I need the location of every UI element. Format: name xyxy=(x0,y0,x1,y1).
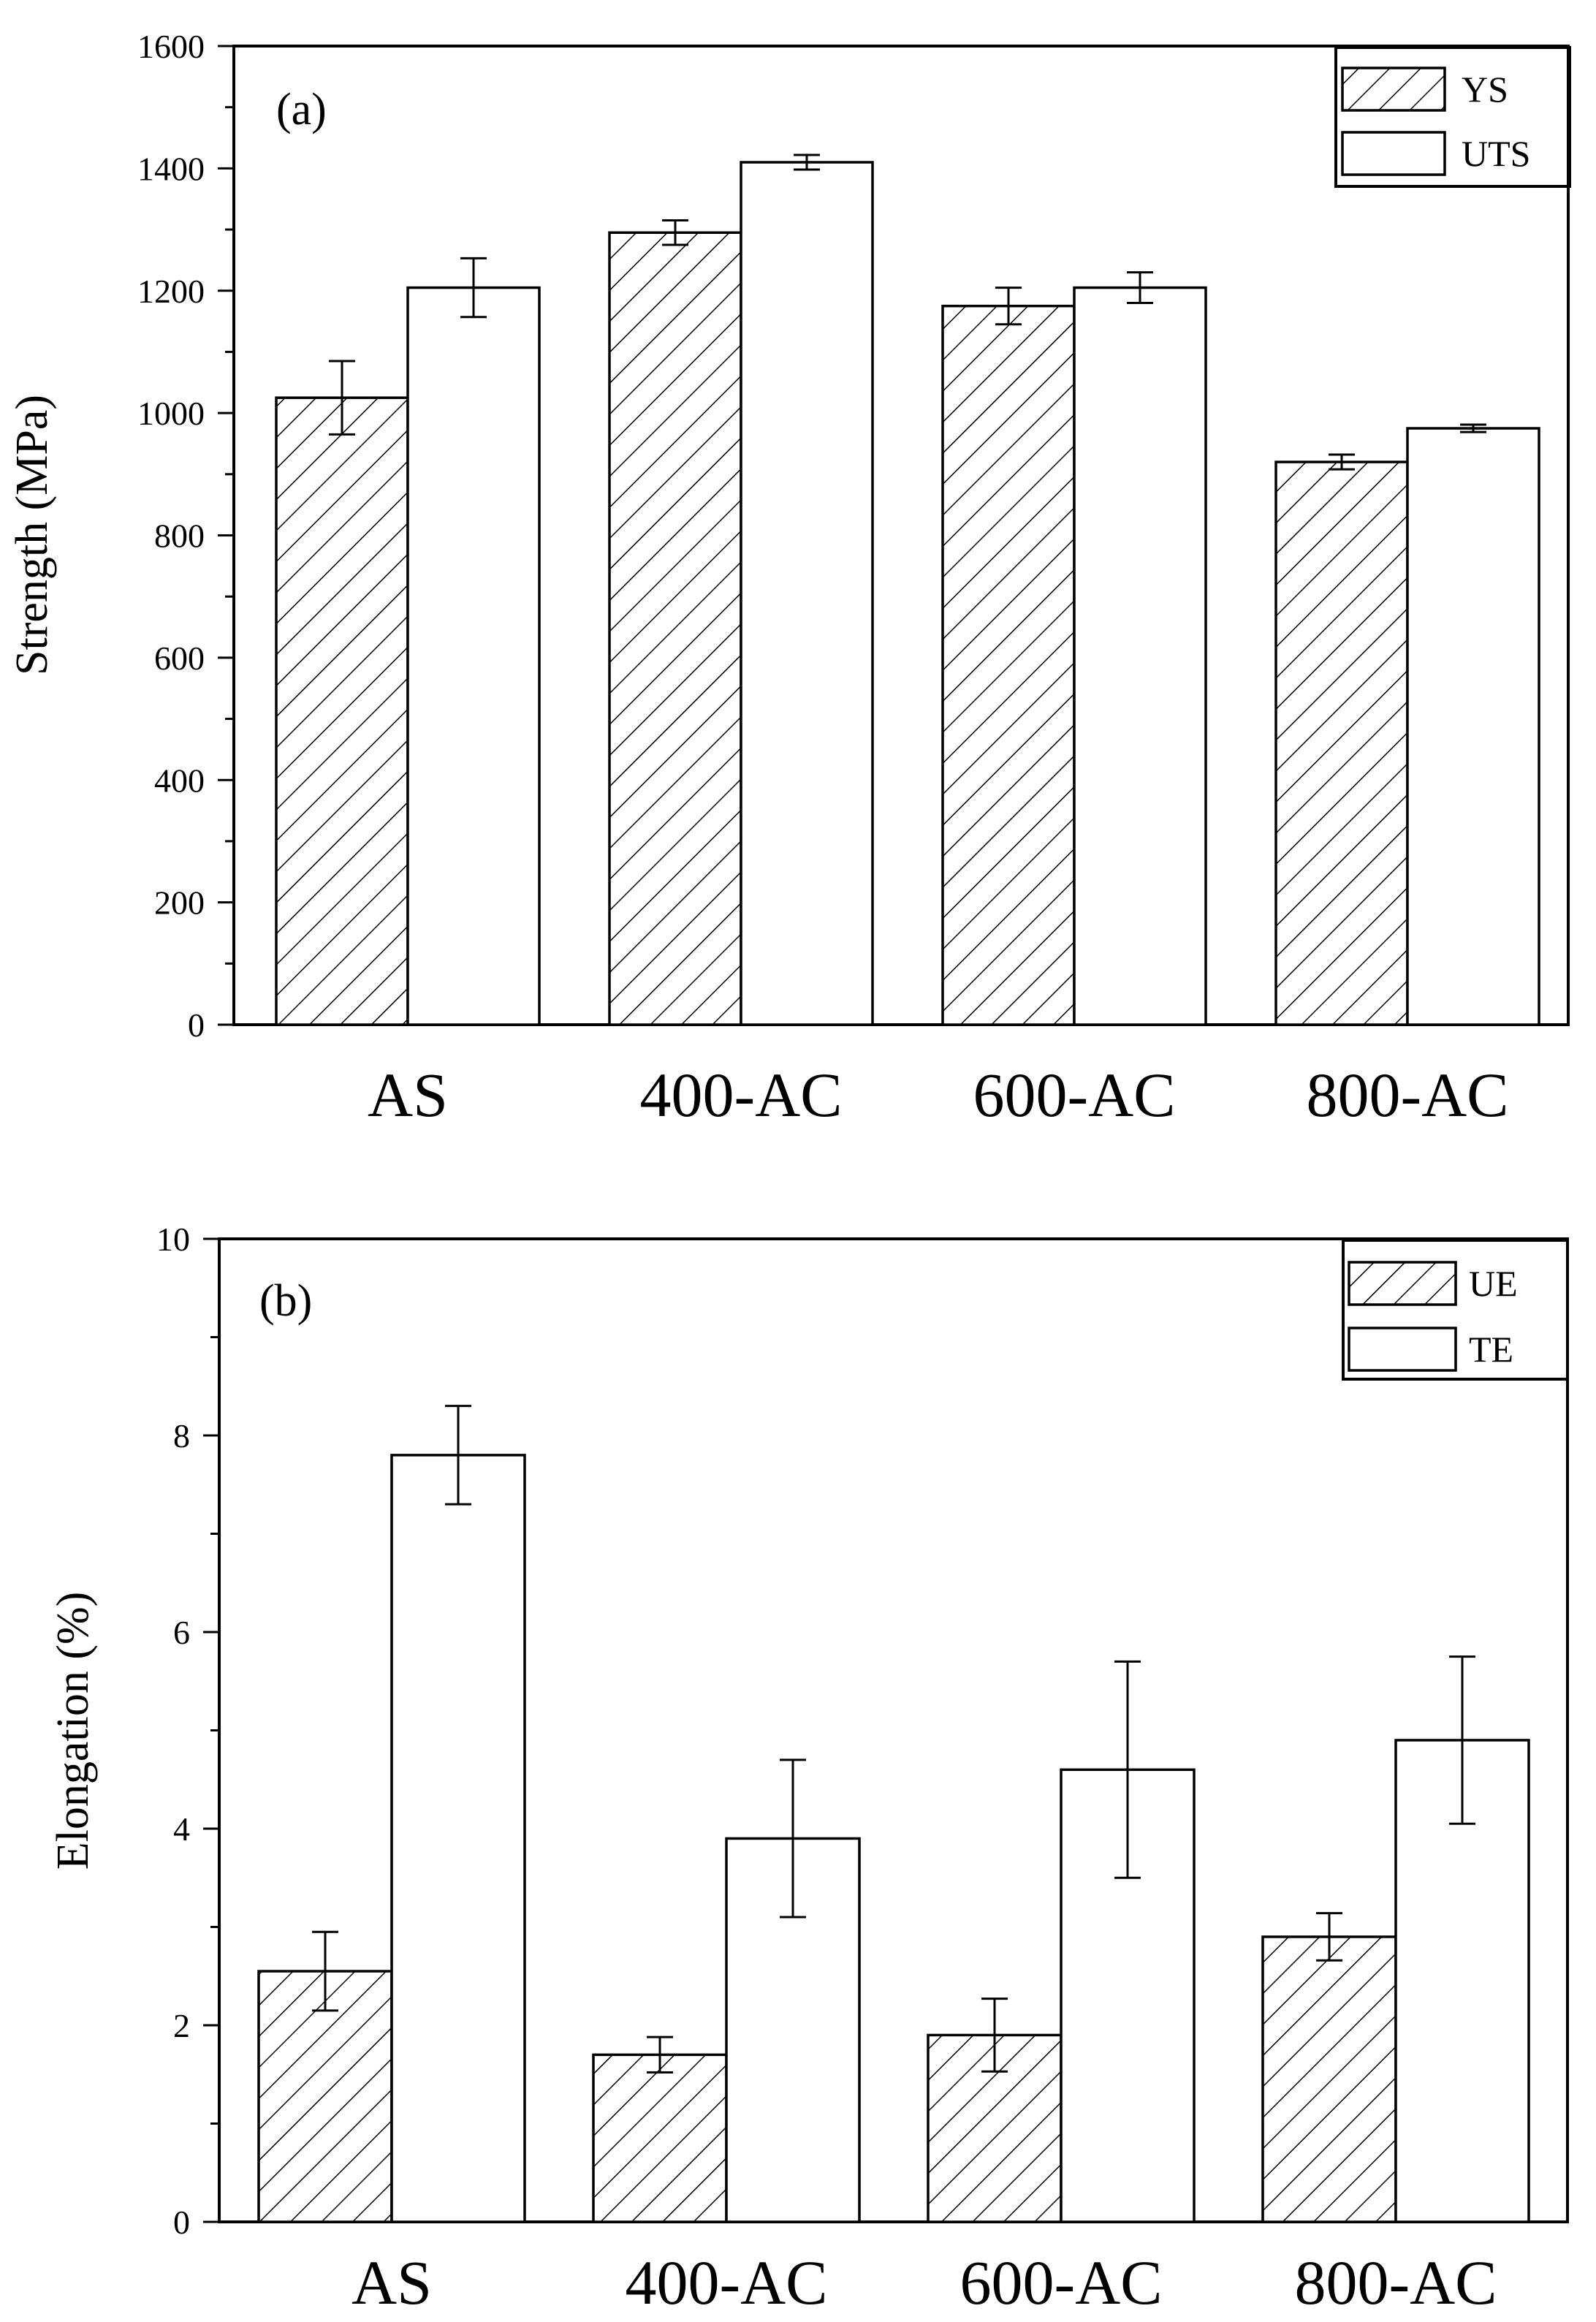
y-tick-label: 800 xyxy=(154,517,205,555)
y-axis-title: Strength (MPa) xyxy=(7,395,57,675)
legend-label-te: TE xyxy=(1469,1329,1513,1370)
y-tick-label: 8 xyxy=(173,1417,190,1454)
bar-ue-as xyxy=(257,1970,393,2223)
y-tick-label: 6 xyxy=(173,1614,190,1651)
bar-ue-800-ac xyxy=(1261,1935,1397,2223)
x-category-label: AS xyxy=(352,2247,432,2318)
y-tick-label: 1600 xyxy=(137,28,205,65)
bar-uts-600-ac xyxy=(1073,286,1207,1026)
x-category-label: 400-AC xyxy=(625,2247,827,2318)
bar-ue-400-ac xyxy=(592,2053,728,2223)
y-tick-label: 0 xyxy=(188,1006,205,1044)
y-tick-label: 10 xyxy=(156,1221,190,1258)
chart-panel-b: 0 2 4 6 8 10 Elongation (%) (b) AS 400-AC 600-AC 80… xyxy=(48,1221,1569,2318)
y-tick-label: 1400 xyxy=(137,150,205,187)
legend-label-uts: UTS xyxy=(1462,133,1530,174)
y-tick-label: 600 xyxy=(154,640,205,677)
x-category-label: 800-AC xyxy=(1306,1060,1508,1130)
legend-swatch-uts xyxy=(1341,131,1446,176)
y-tick-label: 0 xyxy=(173,2204,190,2241)
legend-label-ys: YS xyxy=(1462,69,1508,110)
y-axis-title: Elongation (%) xyxy=(48,1592,98,1870)
bar-ys-as xyxy=(275,396,409,1026)
bar-ys-400-ac xyxy=(608,231,742,1026)
bar-te-400-ac xyxy=(725,1837,861,2223)
x-category-label: 400-AC xyxy=(639,1060,842,1130)
bar-uts-800-ac xyxy=(1406,427,1540,1026)
y-tick-label: 1200 xyxy=(137,273,205,310)
legend-swatch-te xyxy=(1348,1327,1457,1372)
panel-label: (a) xyxy=(276,85,327,134)
legend-swatch-ue xyxy=(1348,1261,1457,1306)
y-tick-label: 400 xyxy=(154,762,205,799)
bar-ys-800-ac xyxy=(1274,460,1409,1026)
legend-box xyxy=(1334,46,1571,188)
bar-te-as xyxy=(390,1454,526,2223)
panel-label: (b) xyxy=(259,1276,312,1326)
x-category-label: 600-AC xyxy=(973,1060,1175,1130)
chart-panel-a: 0 200 400 600 800 1000 1200 1400 1600 Strength (M… xyxy=(7,28,1571,1130)
y-tick-label: 200 xyxy=(154,884,205,922)
x-category-label: 800-AC xyxy=(1294,2247,1497,2318)
y-tick-label: 2 xyxy=(173,2007,190,2044)
y-tick-label: 4 xyxy=(173,1810,190,1848)
x-category-label: 600-AC xyxy=(960,2247,1162,2318)
bar-uts-400-ac xyxy=(740,161,874,1026)
legend-swatch-ys xyxy=(1341,67,1446,112)
x-category-label: AS xyxy=(368,1060,448,1130)
bar-ys-600-ac xyxy=(941,304,1076,1026)
y-tick-label: 1000 xyxy=(137,395,205,432)
legend-label-ue: UE xyxy=(1469,1263,1518,1304)
bar-uts-as xyxy=(406,286,541,1026)
legend-box xyxy=(1342,1239,1569,1381)
